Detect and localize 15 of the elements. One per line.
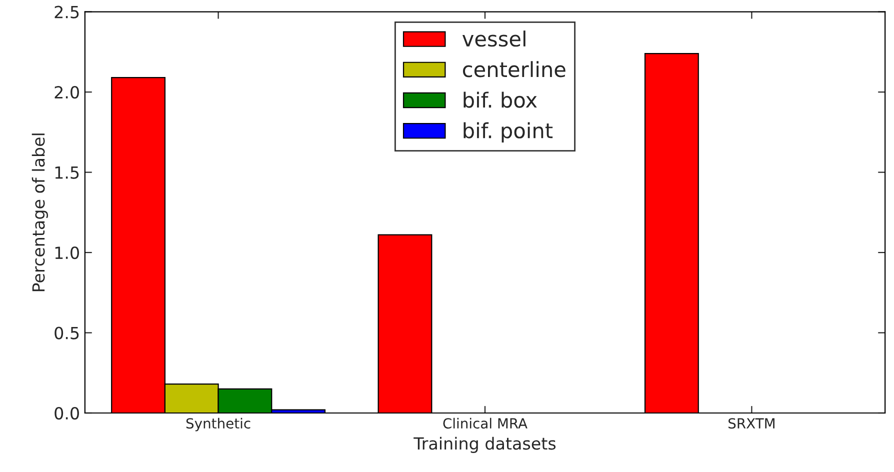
y-tick-label: 1.0 (55, 246, 79, 260)
legend-label: bif. box (464, 92, 537, 108)
y-tick-label: 2.0 (54, 86, 79, 99)
legend-label: bif. point (464, 122, 553, 142)
y-axis-title: Percentage of label (32, 134, 48, 292)
y-tick-label: 0.5 (54, 326, 79, 340)
y-tick-label: 2.5 (54, 6, 79, 18)
x-tick-label: SRXTM (728, 418, 774, 429)
x-axis-title: Training datasets (414, 436, 556, 453)
legend-label: vessel (462, 30, 526, 47)
y-tick-label: 1.5 (55, 166, 79, 179)
x-tick-label: Clinical MRA (443, 418, 528, 429)
y-tick-label: 0.0 (54, 406, 79, 420)
legend-label: centerline (463, 61, 566, 78)
x-tick-label: Synthetic (186, 418, 250, 432)
